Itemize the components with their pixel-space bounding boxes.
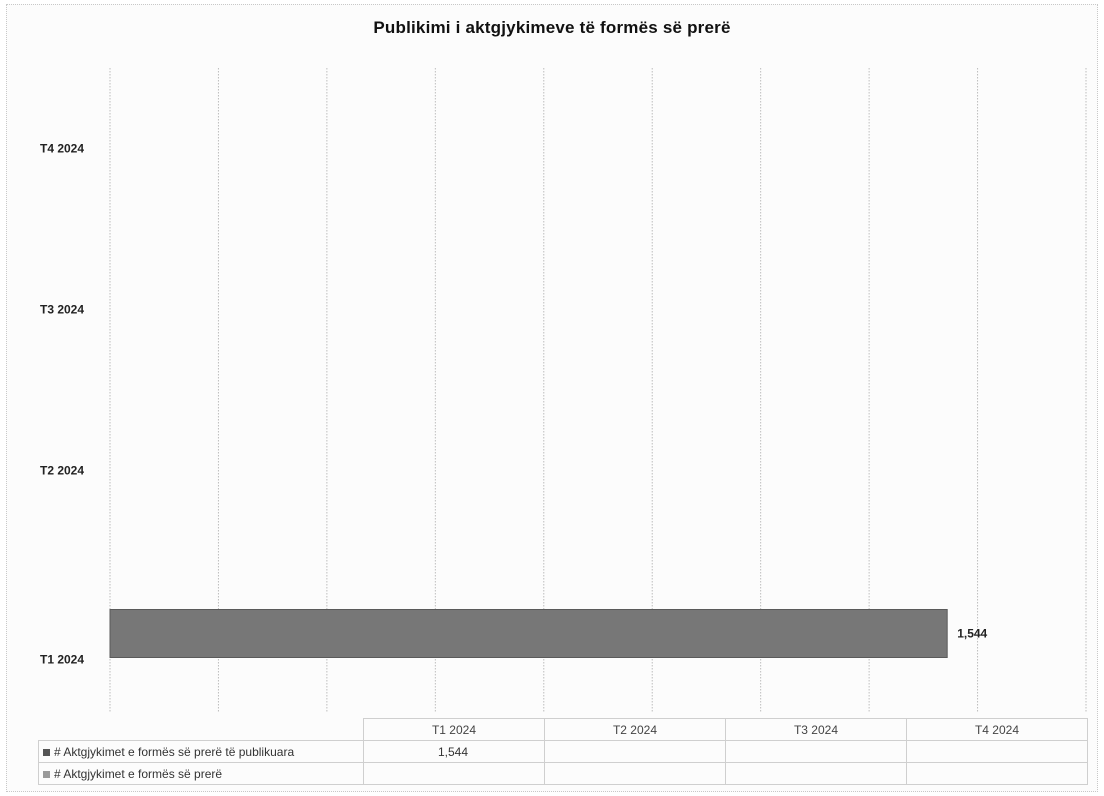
table-cell [544,740,726,763]
table-header-cell: T1 2024 [363,718,545,741]
table-cell [725,740,907,763]
table-corner [38,718,364,741]
table-header-cell: T3 2024 [725,718,907,741]
table-cell [906,740,1088,763]
table-row-label-text: # Aktgjykimet e formës së prerë të publi… [54,744,295,759]
table-cell [363,762,545,785]
table-row-label: # Aktgjykimet e formës së prerë të publi… [38,740,364,763]
category-label: T4 2024 [40,142,84,156]
table-cell [725,762,907,785]
table-cell: 1,544 [363,740,545,763]
legend-swatch [43,748,50,756]
legend-swatch [43,770,50,778]
bar [109,609,948,658]
category-label: T1 2024 [40,653,84,667]
table-row-label: # Aktgjykimet e formës së prerë [38,762,364,785]
table-row: # Aktgjykimet e formës së prerë [38,762,1088,785]
data-table: T1 2024 T2 2024 T3 2024 T4 2024 # Aktgjy… [38,718,1088,785]
chart-frame [6,4,1098,792]
table-header-cell: T2 2024 [544,718,726,741]
category-label: T3 2024 [40,303,84,317]
table-cell [544,762,726,785]
table-row: # Aktgjykimet e formës së prerë të publi… [38,740,1088,763]
table-header-row: T1 2024 T2 2024 T3 2024 T4 2024 [38,718,1088,741]
table-row-label-text: # Aktgjykimet e formës së prerë [54,766,223,781]
data-label: 1,544 [957,627,987,641]
chart-title: Publikimi i aktgjykimeve të formës së pr… [373,18,731,37]
category-label: T2 2024 [40,464,84,478]
table-header-cell: T4 2024 [906,718,1088,741]
table-cell [906,762,1088,785]
